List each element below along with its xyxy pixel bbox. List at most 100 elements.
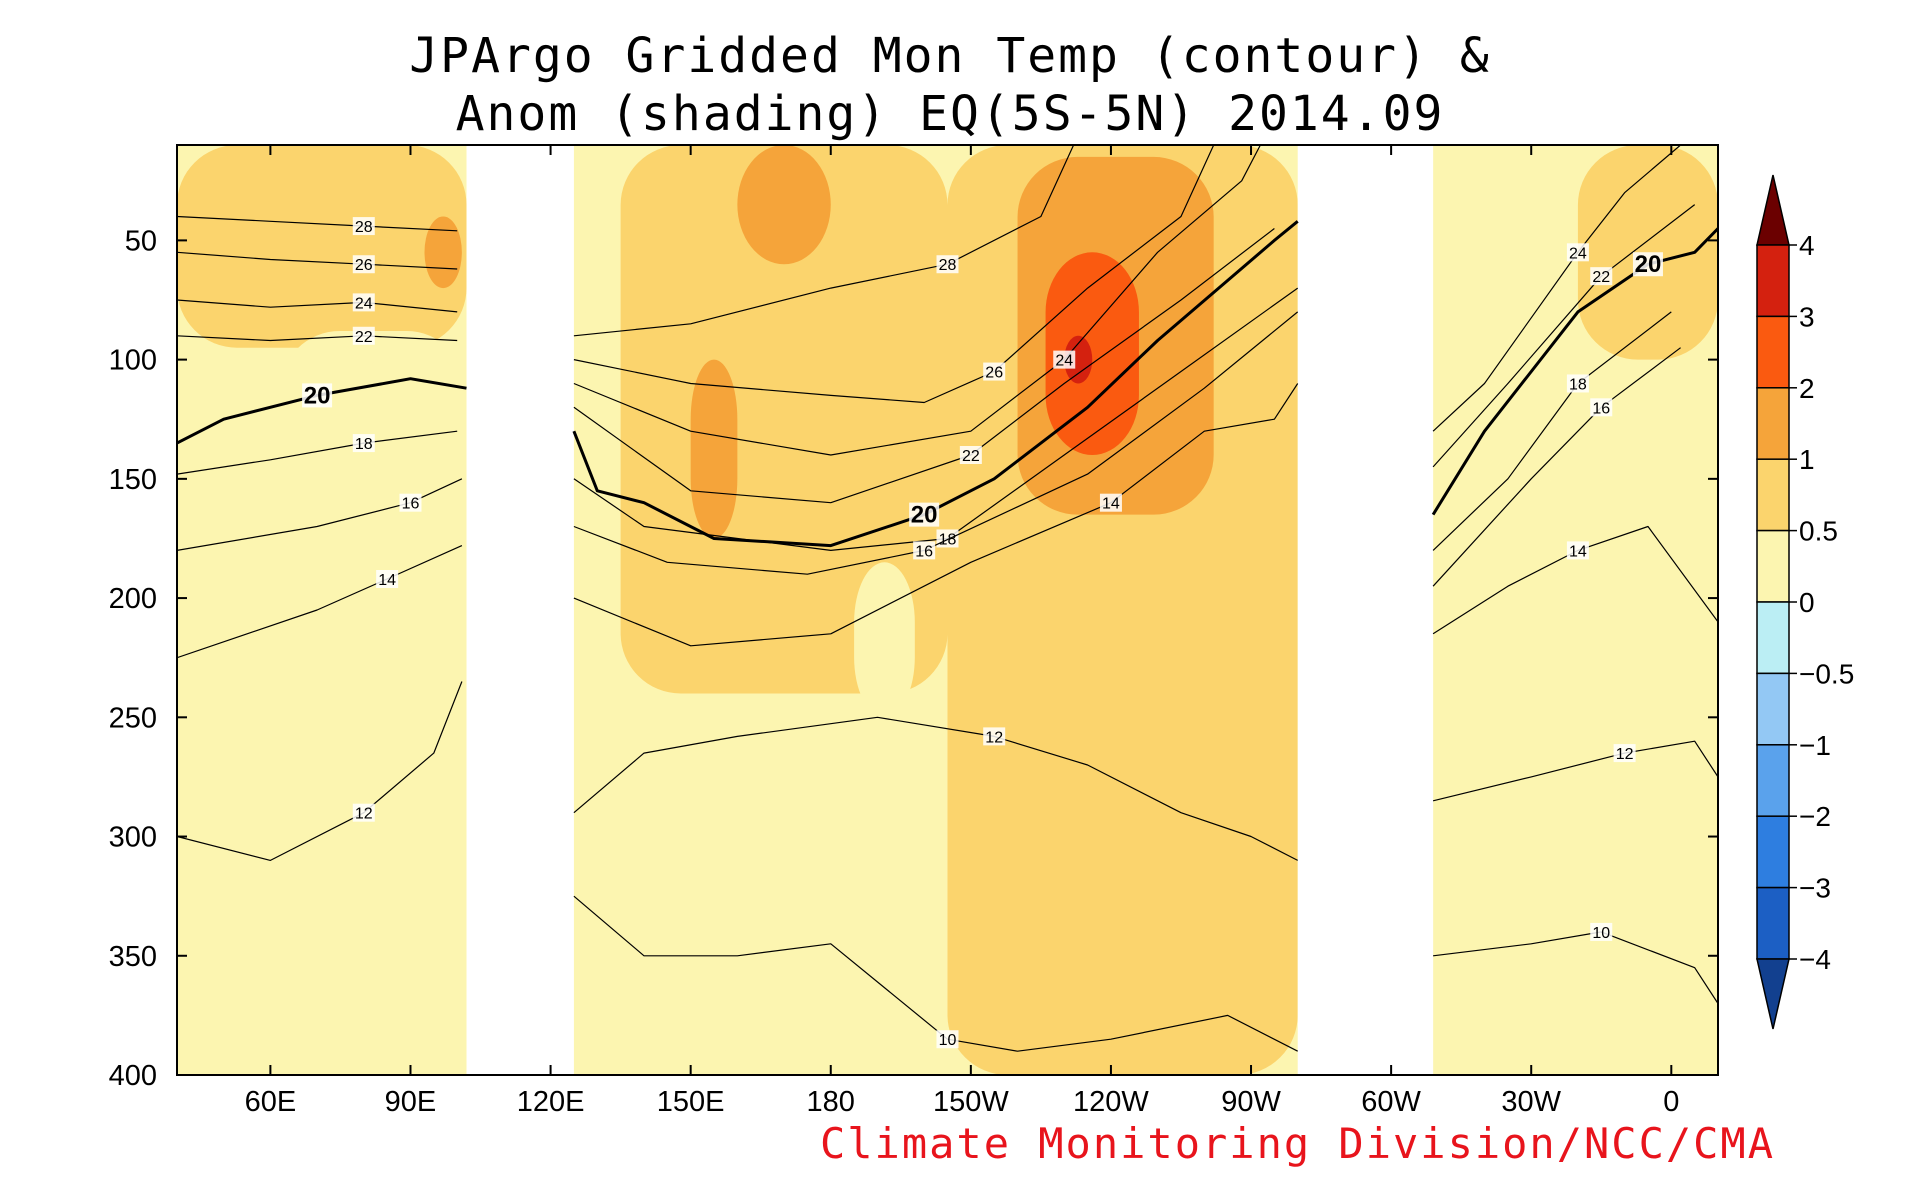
- anomaly-patch: [578, 550, 598, 742]
- isotherm-label-bg: [913, 541, 936, 560]
- anomaly-patch: [424, 216, 462, 289]
- missing-data-column: [1297, 145, 1434, 1075]
- isotherm-label-bg: [983, 362, 1006, 381]
- colorbar-swatch: [1756, 529, 1790, 603]
- isotherm-label: 24: [1055, 353, 1073, 370]
- anomaly-patch: [382, 359, 448, 444]
- y-tick-label: 200: [109, 583, 157, 615]
- isotherm-line: [1431, 227, 1718, 516]
- missing-data-column: [466, 145, 574, 1075]
- isotherm-label-bg: [909, 502, 940, 527]
- x-tick-label: 90E: [385, 1086, 437, 1118]
- colorbar-legend: 4 3 2 1 0.5 0 −0.5 −1 −2 −3 −4: [1756, 174, 1854, 1030]
- isotherm-label-bg: [352, 255, 375, 274]
- isotherm-line: [177, 251, 458, 270]
- y-axis: 50 100 150 200 250 300 350 400: [109, 225, 1718, 1092]
- y-tick-label: 350: [109, 941, 157, 973]
- chart-title-line-1: JPArgo Gridded Mon Temp (contour) &: [409, 28, 1490, 84]
- isotherm-label: 12: [355, 806, 373, 823]
- isotherm-line: [177, 545, 463, 659]
- y-tick-label: 150: [109, 464, 157, 496]
- colorbar-swatch: [1756, 244, 1790, 318]
- isotherm-label: 20: [304, 382, 331, 409]
- isotherm-label-bg: [1566, 541, 1589, 560]
- anomaly-patch: [868, 586, 901, 670]
- colorbar-swatch: [1756, 672, 1790, 746]
- isotherm-line: [573, 383, 1299, 647]
- isotherm-label: 16: [915, 543, 933, 560]
- isotherm-label-bg: [1566, 374, 1589, 393]
- isotherm-label: 20: [1635, 251, 1662, 278]
- colorbar-label: −3: [1799, 873, 1831, 904]
- isotherm-label: 24: [355, 295, 373, 312]
- isotherm-label-bg: [376, 570, 399, 588]
- x-tick-label: 0: [1663, 1086, 1679, 1118]
- isotherm-label-bg: [352, 217, 375, 236]
- y-tick-label: 300: [109, 822, 157, 854]
- isotherm-label: 10: [939, 1032, 957, 1049]
- x-tick-label: 60E: [245, 1086, 297, 1118]
- x-tick-label: 150W: [933, 1086, 1009, 1118]
- isotherm-line: [177, 215, 458, 232]
- colorbar-label: 0: [1799, 587, 1815, 618]
- isotherm-line: [1432, 347, 1681, 587]
- isotherm-label: 18: [355, 436, 373, 453]
- colorbar-label: −1: [1799, 730, 1831, 761]
- isotherm-label-bg: [352, 434, 375, 453]
- x-tick-label: 30W: [1501, 1086, 1561, 1118]
- isotherm-line: [177, 299, 458, 313]
- y-tick-label: 400: [109, 1060, 157, 1092]
- isotherm-label-bg: [1613, 744, 1636, 763]
- isotherm-label-bg: [936, 529, 959, 548]
- colorbar-label: 4: [1799, 230, 1815, 261]
- isotherm-label-bg: [936, 1030, 959, 1049]
- isotherm-label-bg: [1590, 922, 1613, 941]
- isotherm-line: [177, 335, 458, 342]
- y-tick-label: 250: [109, 702, 157, 734]
- isotherm-label-bg: [1632, 252, 1663, 277]
- isotherm-label: 28: [355, 219, 373, 236]
- isotherm-label-bg: [1099, 493, 1122, 512]
- isotherm-line: [573, 145, 1215, 404]
- y-tick-label: 100: [109, 345, 157, 377]
- x-tick-label: 180: [807, 1086, 855, 1118]
- isotherm-label-bg: [1590, 398, 1613, 417]
- colorbar-swatch: [1756, 315, 1790, 389]
- anomaly-patch: [1064, 335, 1093, 384]
- colorbar-label: −0.5: [1799, 658, 1854, 689]
- isotherm-line: [573, 145, 1261, 456]
- isotherm-label-bg: [983, 727, 1006, 746]
- colorbar-swatch: [1756, 815, 1790, 889]
- colorbar-label: 0.5: [1799, 516, 1838, 547]
- x-tick-label: 120E: [517, 1086, 585, 1118]
- anomaly-patch: [1045, 252, 1139, 455]
- isotherm-line: [1432, 311, 1672, 551]
- colorbar-label: −4: [1799, 944, 1831, 975]
- y-tick-label: 50: [125, 225, 157, 257]
- x-tick-label: 150E: [657, 1086, 725, 1118]
- isotherm-label: 14: [1569, 543, 1587, 560]
- isotherm-label-bg: [352, 326, 375, 345]
- isotherm-label: 18: [1569, 376, 1587, 393]
- isotherm-label: 20: [911, 502, 938, 529]
- isotherm-layer: 2828262624242422222220202018181816161614…: [177, 145, 1718, 1052]
- colorbar-label: 2: [1799, 373, 1815, 404]
- isotherm-label: 12: [985, 729, 1003, 746]
- isotherm-label-bg: [959, 446, 982, 464]
- anomaly-patch: [620, 145, 948, 694]
- colorbar-swatch: [1756, 458, 1790, 532]
- anomaly-patch: [279, 331, 467, 1075]
- colorbar-bottom-arrow: [1756, 958, 1790, 1030]
- isotherm-line: [1432, 204, 1696, 468]
- isotherm-label-bg: [399, 493, 422, 512]
- plot-frame: [176, 144, 1719, 1076]
- missing-data-layer: [466, 145, 1434, 1075]
- credit-text: Climate Monitoring Division/NCC/CMA: [820, 1119, 1775, 1168]
- colorbar-top-arrow: [1756, 174, 1790, 246]
- anomaly-shading-layer: [177, 145, 1718, 1075]
- isotherm-label: 28: [939, 257, 957, 274]
- isotherm-label: 10: [1592, 925, 1610, 942]
- colorbar-swatch: [1756, 601, 1790, 675]
- anomaly-patch: [1507, 264, 1578, 384]
- colorbar-swatch: [1756, 387, 1790, 460]
